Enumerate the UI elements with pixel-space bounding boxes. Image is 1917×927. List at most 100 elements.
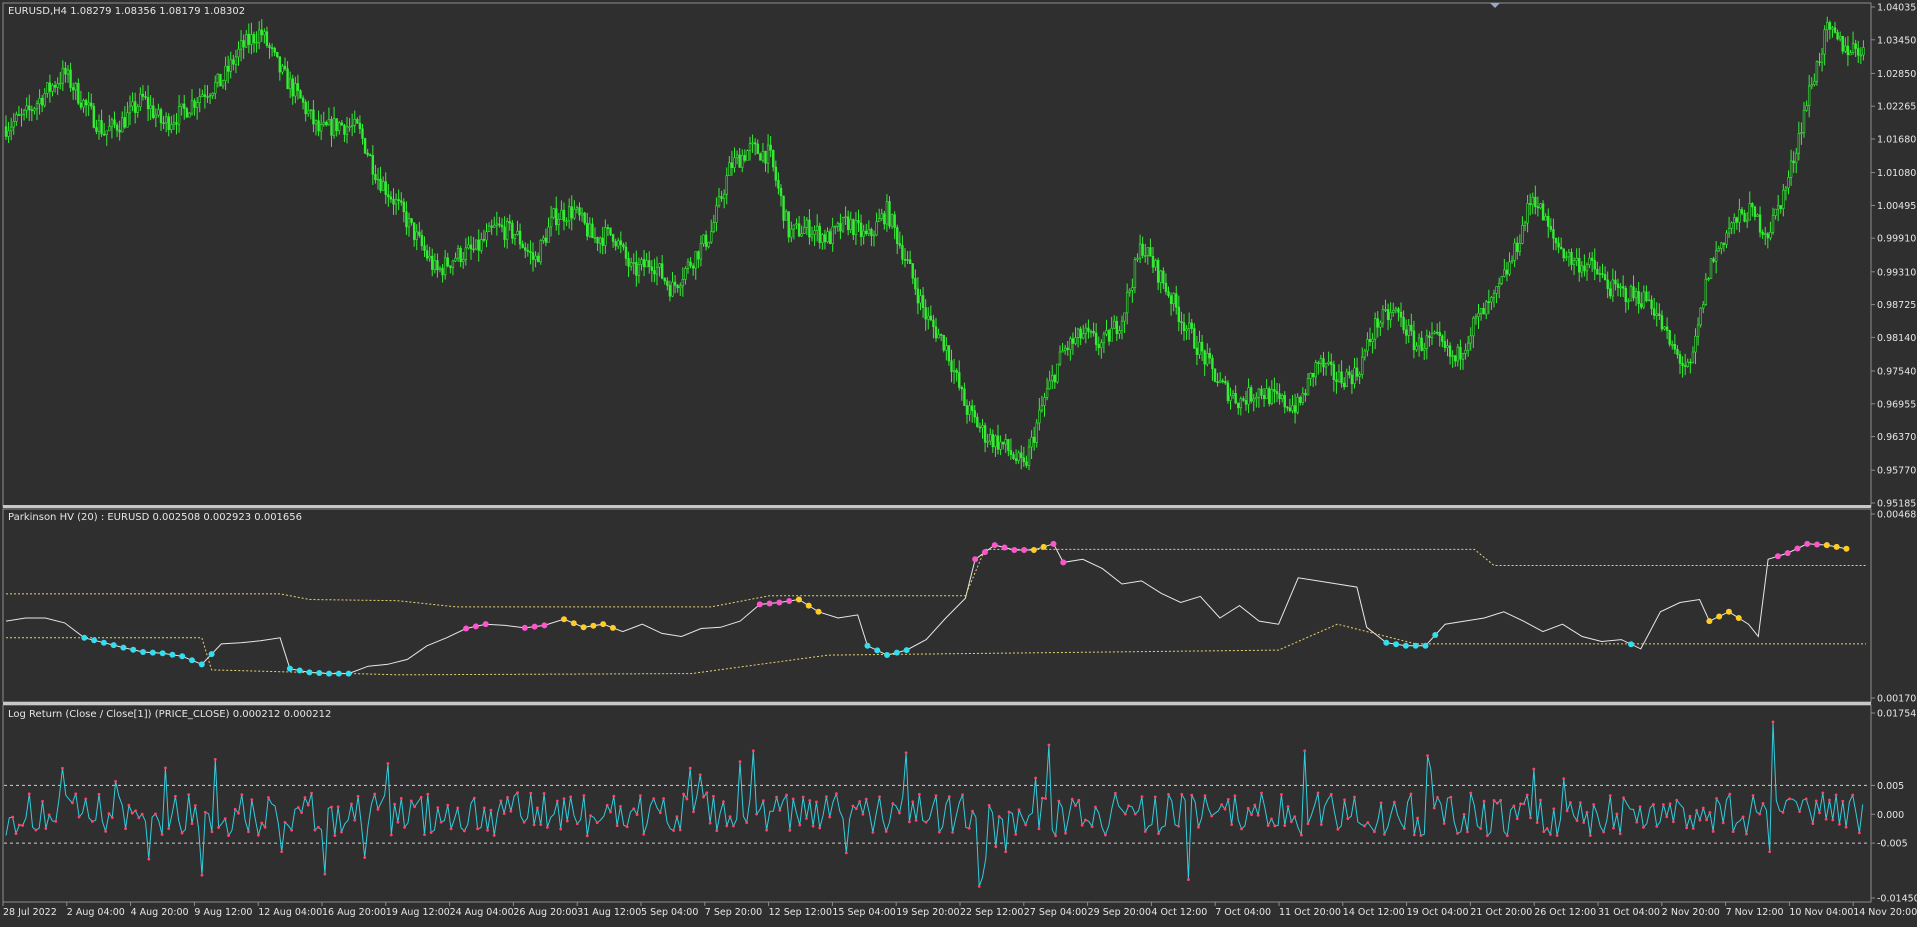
price-tick-label: 0.98725 xyxy=(1877,300,1916,311)
candle-body xyxy=(642,259,646,268)
candle-body xyxy=(583,212,586,224)
lr-turn-point xyxy=(1781,811,1785,814)
lr-turn-point xyxy=(1758,812,1762,816)
candle-body xyxy=(555,208,558,226)
lr-turn-point xyxy=(1499,798,1503,802)
candle-body xyxy=(722,193,726,199)
lr-turn-point xyxy=(1575,819,1579,823)
candle-body xyxy=(1722,242,1726,245)
lr-turn-point xyxy=(1612,826,1615,830)
lr-turn-point xyxy=(509,809,513,813)
lr-turn-point xyxy=(426,792,430,796)
lr-turn-point xyxy=(187,793,191,797)
lr-turn-point xyxy=(1741,815,1745,819)
lr-turn-point xyxy=(1047,743,1051,747)
candle-body xyxy=(1575,257,1578,262)
time-tick-label: 12 Sep 12:00 xyxy=(769,907,832,918)
lr-turn-point xyxy=(213,758,217,761)
candle-body xyxy=(1208,352,1212,359)
candle-body xyxy=(1216,381,1219,383)
candle-body xyxy=(658,263,661,268)
candle-body xyxy=(1182,322,1186,331)
candle-body xyxy=(774,166,778,181)
lr-turn-point xyxy=(396,820,400,824)
hv-marker-low xyxy=(110,642,117,649)
candle-body xyxy=(1226,382,1230,401)
lr-turn-point xyxy=(140,812,144,816)
candle-body xyxy=(751,142,754,145)
candle-body xyxy=(508,221,511,224)
lr-turn-point xyxy=(1788,797,1792,801)
candle-body xyxy=(20,113,23,116)
candle-body xyxy=(668,285,672,297)
candle-body xyxy=(335,118,338,132)
lr-turn-point xyxy=(1535,821,1539,825)
lr-turn-point xyxy=(323,872,327,876)
candle-body xyxy=(831,226,834,244)
lr-turn-point xyxy=(712,794,715,798)
separator-2[interactable] xyxy=(3,702,1871,705)
candle-body xyxy=(201,94,204,97)
candle-body xyxy=(1058,351,1062,365)
lr-turn-point xyxy=(1167,793,1170,796)
lr-turn-point xyxy=(851,804,855,808)
candle-body xyxy=(1330,361,1333,365)
candle-body xyxy=(1239,398,1243,409)
lr-turn-point xyxy=(698,773,702,777)
hv-marker-high xyxy=(463,625,470,632)
candle-body xyxy=(1043,397,1046,406)
candle-body xyxy=(1696,324,1700,337)
candle-body xyxy=(1097,344,1100,348)
candle-body xyxy=(1193,328,1196,349)
candle-body xyxy=(836,222,840,227)
candle-body xyxy=(1172,293,1175,305)
lr-turn-point xyxy=(937,830,941,834)
candle-body xyxy=(190,100,194,114)
lr-turn-point xyxy=(1698,818,1702,822)
candle-body xyxy=(1614,279,1617,285)
lr-turn-point xyxy=(47,813,51,817)
candle-body xyxy=(1443,341,1447,348)
candle-body xyxy=(188,112,191,118)
candle-body xyxy=(92,105,96,128)
separator-1[interactable] xyxy=(3,505,1871,508)
candle-body xyxy=(1621,286,1625,289)
lr-turn-point xyxy=(1329,792,1333,796)
lr-turn-point xyxy=(1675,798,1679,802)
candle-body xyxy=(1815,61,1819,82)
lr-turn-point xyxy=(1034,776,1038,780)
candle-body xyxy=(198,96,201,103)
candle-body xyxy=(973,410,976,418)
candle-body xyxy=(1159,270,1162,283)
lr-line xyxy=(5,721,1864,887)
time-tick-label: 12 Aug 04:00 xyxy=(258,907,322,918)
candle-body xyxy=(542,237,545,241)
candle-body xyxy=(1603,274,1607,281)
candle-body xyxy=(1187,322,1191,330)
lr-turn-point xyxy=(227,834,230,838)
main-chart-frame[interactable] xyxy=(2,2,1872,508)
candle-body xyxy=(1753,206,1757,217)
hv-marker-low xyxy=(326,670,333,677)
lr-turn-point xyxy=(1462,812,1466,816)
lr-turn-point xyxy=(924,820,928,824)
lr-turn-point xyxy=(1715,797,1718,800)
candle-body xyxy=(1069,338,1072,350)
candle-body xyxy=(839,222,842,232)
candle-body xyxy=(1831,27,1834,30)
candle-body xyxy=(301,97,305,103)
candle-body xyxy=(1578,257,1581,273)
chart-shift-marker[interactable] xyxy=(1490,3,1500,8)
candle-body xyxy=(1554,237,1558,244)
lr-turn-point xyxy=(1017,808,1021,812)
candle-body xyxy=(1469,335,1472,344)
candle-body xyxy=(505,221,509,240)
price-tick-label: 1.00495 xyxy=(1877,201,1916,212)
lr-turn-point xyxy=(1064,831,1067,835)
candle-body xyxy=(1040,405,1044,411)
lr-turn-point xyxy=(798,823,802,827)
hv-panel-frame[interactable] xyxy=(2,508,1872,703)
candle-body xyxy=(947,345,951,362)
price-tick-label: 0.95770 xyxy=(1877,466,1916,477)
